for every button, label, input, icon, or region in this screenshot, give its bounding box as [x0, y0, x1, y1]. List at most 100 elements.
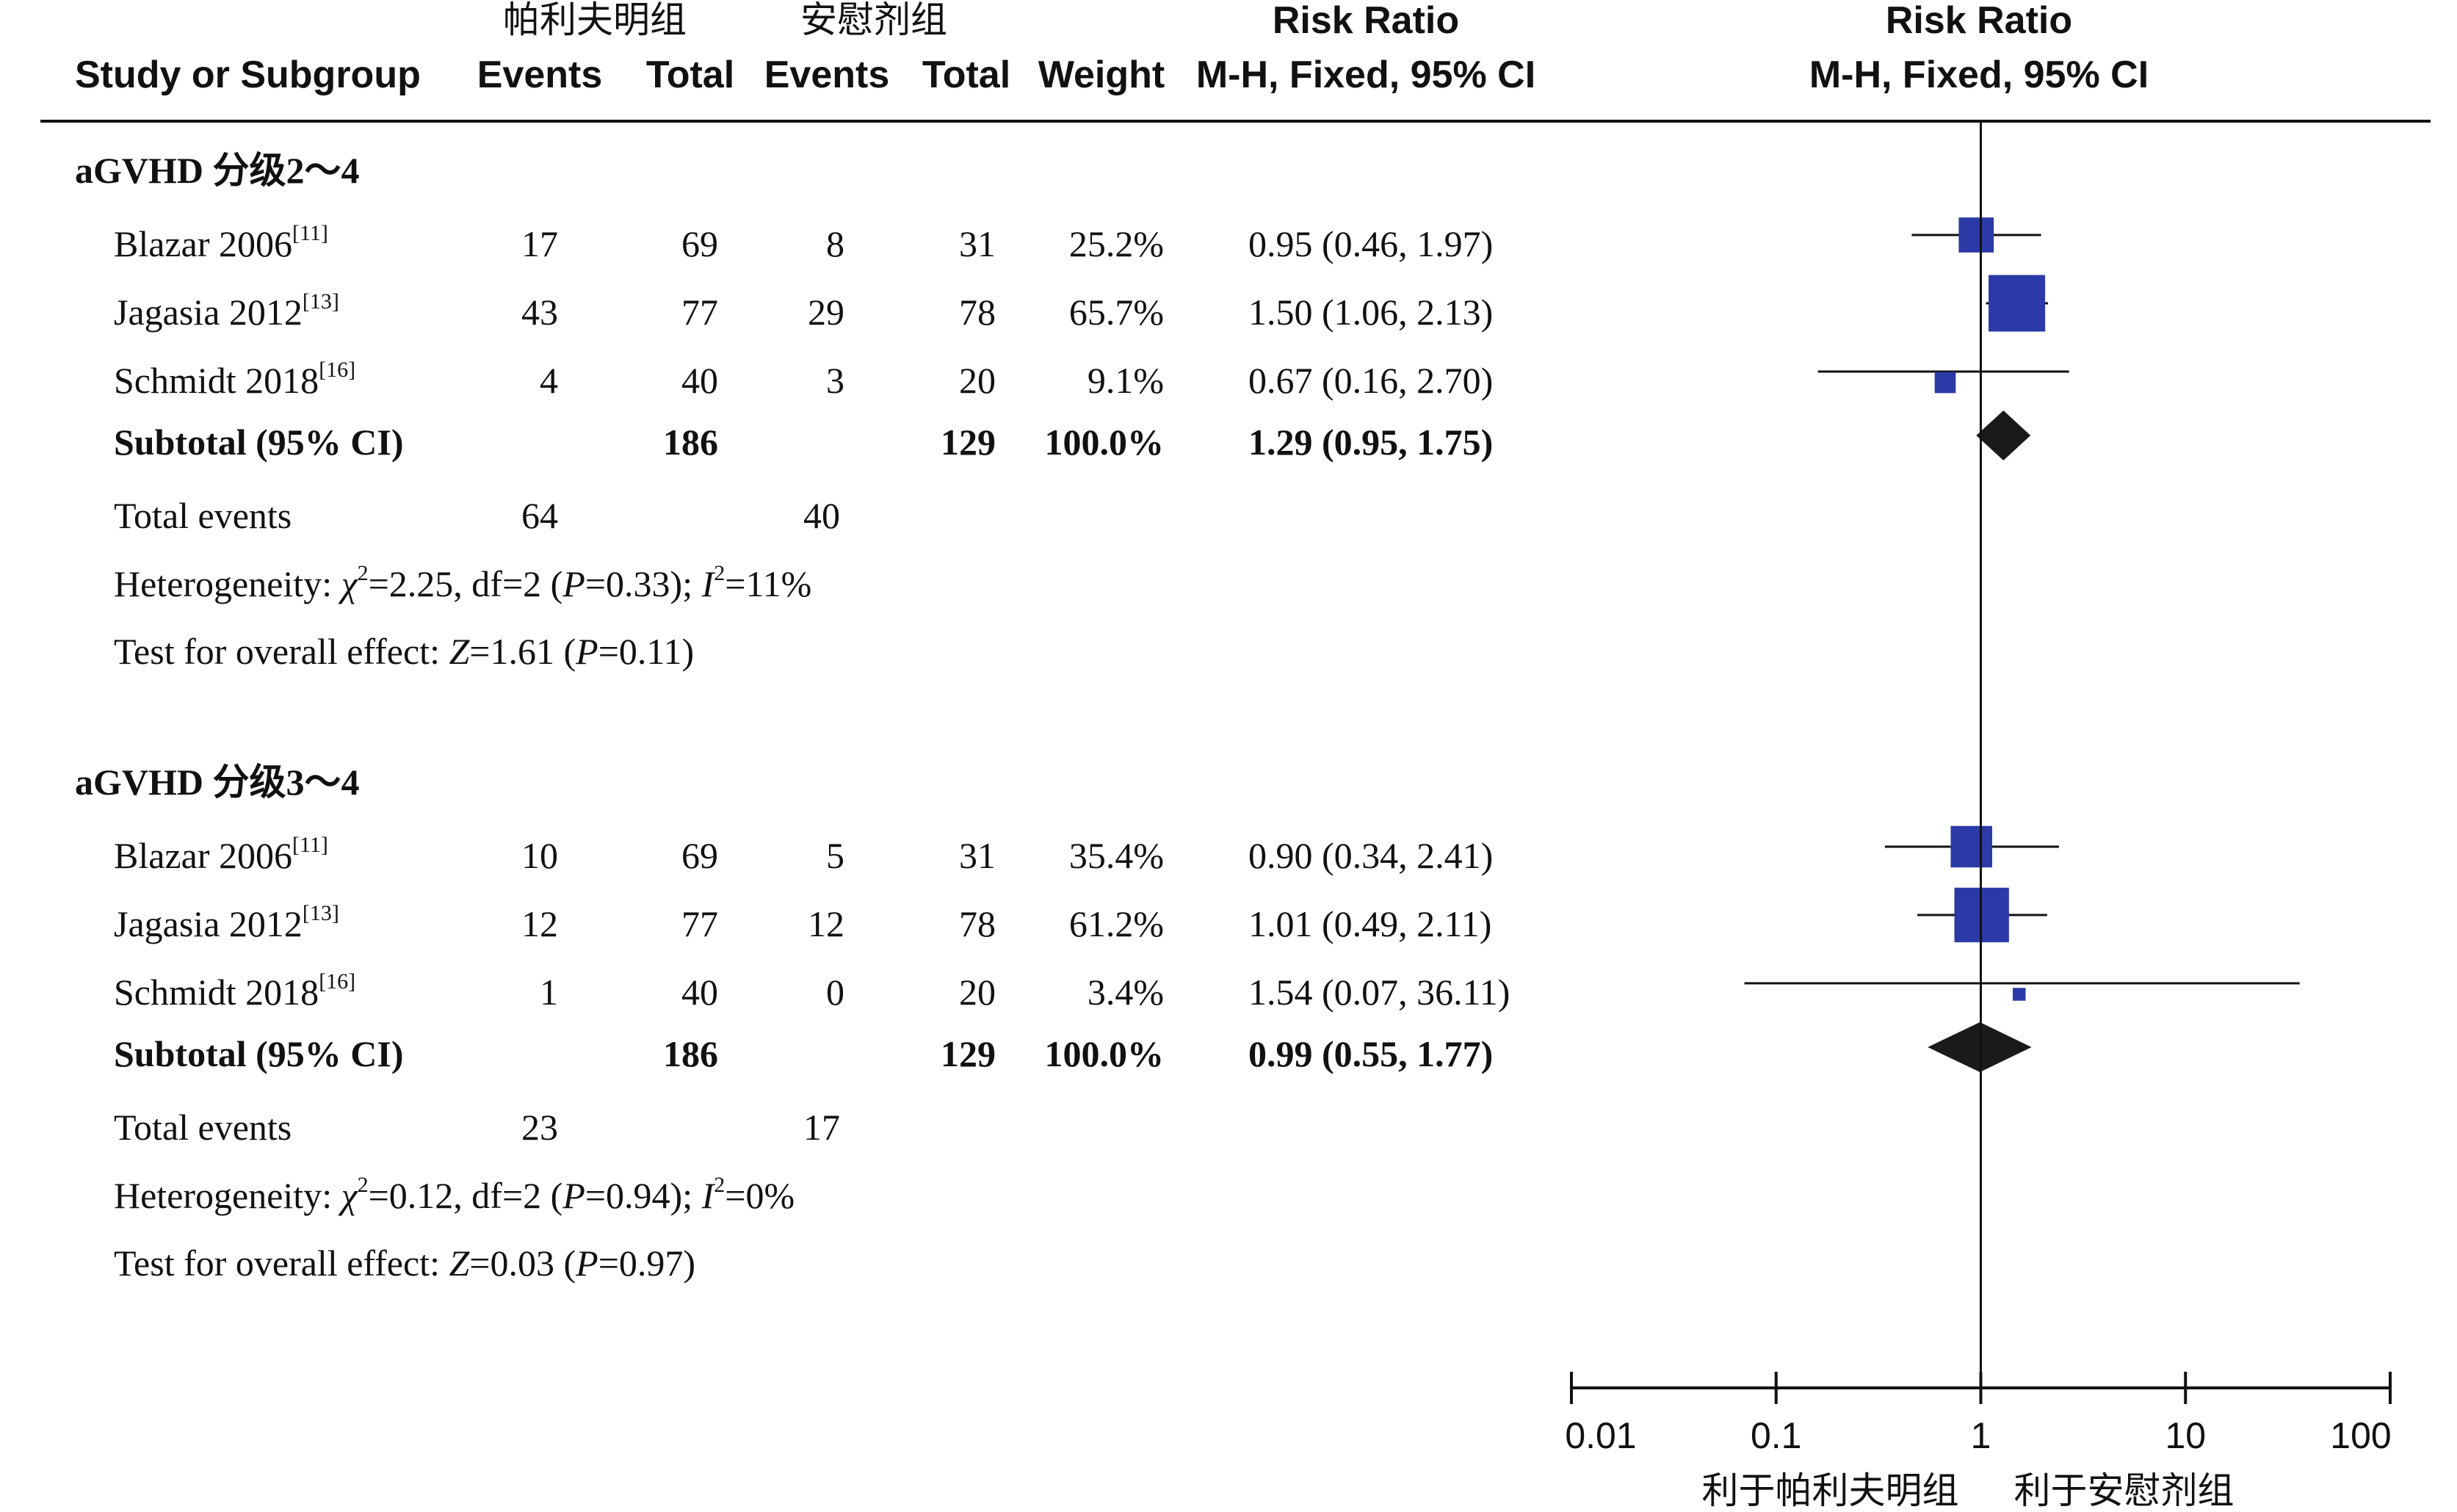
group2-header: 安慰剂组	[800, 0, 947, 41]
events2-cell: 3	[826, 360, 844, 401]
total-events1: 23	[521, 1107, 558, 1148]
p-symbol: P	[562, 563, 585, 604]
total1-cell: 69	[681, 835, 718, 876]
total2-cell: 78	[959, 903, 996, 944]
study-point-box	[2013, 988, 2026, 1001]
p-value: =0.33);	[585, 563, 702, 604]
study-name: Jagasia 2012[13]	[114, 903, 339, 944]
study-reference: [11]	[292, 221, 328, 245]
weight-cell: 61.2%	[1068, 903, 1164, 944]
x-tick-label: 1	[1970, 1415, 1991, 1456]
i-value: =0%	[725, 1175, 795, 1216]
rr-table-method: M-H, Fixed, 95% CI	[1195, 54, 1536, 96]
events1-cell: 1	[540, 972, 558, 1013]
events1-cell: 43	[521, 292, 558, 333]
study-name-text: Schmidt 2018	[114, 360, 319, 401]
p-symbol: P	[562, 1175, 585, 1216]
chi-value: =0.12, df=2 (	[368, 1175, 563, 1216]
subgroup-title: aGVHD 分级3～4	[75, 762, 360, 803]
overall-effect-line: Test for overall effect: Z=1.61 (P=0.11)	[114, 633, 694, 670]
p-value: =0.94);	[585, 1175, 702, 1216]
heterogeneity-prefix: Heterogeneity:	[114, 563, 341, 604]
study-name-text: Jagasia 2012	[114, 292, 303, 333]
study-name: Jagasia 2012[13]	[114, 291, 339, 333]
events1-cell: 4	[540, 360, 558, 401]
study-name-text: Blazar 2006	[114, 223, 292, 264]
overall-prefix: Test for overall effect:	[114, 1242, 449, 1284]
favours-left-label: 利于帕利夫明组	[1701, 1469, 1959, 1512]
x-tick-label: 0.01	[1565, 1415, 1637, 1456]
total2-header: Total	[922, 54, 1011, 96]
total-events2: 40	[803, 495, 840, 536]
events1-header: Events	[477, 54, 603, 96]
overall-effect-line: Test for overall effect: Z=0.03 (P=0.97)	[114, 1245, 695, 1281]
subtotal-total1: 186	[663, 422, 718, 463]
p-symbol: P	[576, 1242, 598, 1284]
study-reference: [11]	[292, 833, 328, 857]
study-reference: [16]	[319, 969, 356, 994]
heterogeneity-prefix: Heterogeneity:	[114, 1175, 341, 1216]
total2-cell: 31	[959, 835, 996, 876]
total1-header: Total	[645, 54, 735, 96]
total-events-label: Total events	[114, 1107, 292, 1148]
total1-cell: 40	[681, 360, 718, 401]
p-symbol: P	[576, 631, 598, 672]
study-name-text: Blazar 2006	[114, 835, 292, 876]
total2-cell: 20	[959, 972, 996, 1013]
z-value: =0.03 (	[469, 1242, 576, 1284]
heterogeneity-line: Heterogeneity: χ 2 =0.12, df=2 (P=0.94); I…	[114, 1174, 795, 1216]
z-symbol: Z	[449, 1242, 470, 1284]
subtotal-total1: 186	[663, 1033, 718, 1074]
events1-cell: 17	[521, 223, 558, 264]
i-symbol: I	[701, 563, 714, 604]
study-point-box	[1989, 275, 2046, 332]
weight-cell: 35.4%	[1068, 835, 1164, 876]
subtotal-total2: 129	[941, 1033, 996, 1074]
study-reference: [13]	[302, 289, 339, 314]
study-name: Schmidt 2018[16]	[114, 971, 355, 1011]
overall-prefix: Test for overall effect:	[114, 631, 449, 672]
total1-cell: 77	[681, 903, 718, 944]
total-events1: 64	[521, 495, 558, 536]
study-column-header: Study or Subgroup	[75, 54, 421, 96]
events2-cell: 12	[808, 903, 844, 944]
ci-cell: 0.90 (0.34, 2.41)	[1248, 835, 1494, 876]
weight-cell: 9.1%	[1087, 360, 1164, 401]
i-superscript: 2	[714, 1173, 725, 1197]
subtotal-total2: 129	[941, 422, 996, 463]
study-name-text: Jagasia 2012	[114, 903, 303, 944]
total2-cell: 20	[959, 360, 996, 401]
chi-symbol: χ	[341, 563, 358, 604]
total1-cell: 40	[681, 972, 718, 1013]
weight-cell: 65.7%	[1068, 292, 1164, 333]
heterogeneity-line: Heterogeneity: χ2=2.25, df=2 (P=0.33); I…	[114, 563, 811, 604]
favours-right-label: 利于安慰剂组	[2013, 1469, 2235, 1512]
events2-cell: 8	[826, 223, 844, 264]
i-symbol: I	[701, 1175, 714, 1216]
events2-cell: 29	[808, 292, 844, 333]
chi-symbol: χ	[341, 1175, 358, 1216]
subgroup-title: aGVHD 分级2～4	[75, 150, 360, 191]
x-tick-label: 10	[2165, 1415, 2207, 1456]
total1-cell: 77	[681, 292, 718, 333]
events2-cell: 0	[826, 972, 844, 1013]
total1-cell: 69	[681, 223, 718, 264]
z-value: =1.61 (	[469, 631, 576, 672]
rr-plot-title: Risk Ratio	[1885, 0, 2073, 42]
subtotal-ci: 0.99 (0.55, 1.77)	[1248, 1033, 1494, 1074]
subtotal-diamond	[1928, 1022, 2032, 1072]
rr-plot-method: M-H, Fixed, 95% CI	[1809, 54, 2149, 96]
i-superscript: 2	[714, 561, 725, 585]
ci-cell: 1.01 (0.49, 2.11)	[1248, 903, 1492, 944]
events2-cell: 5	[826, 835, 844, 876]
subtotal-weight: 100.0%	[1044, 422, 1165, 463]
ci-cell: 0.67 (0.16, 2.70)	[1248, 360, 1494, 401]
study-name: Blazar 2006[11]	[114, 834, 328, 876]
subtotal-diamond	[1976, 410, 2031, 460]
events1-cell: 12	[521, 903, 558, 944]
chi-superscript: 2	[357, 561, 369, 585]
x-tick-label: 0.1	[1750, 1415, 1802, 1456]
chi-value: =2.25, df=2 (	[368, 563, 563, 604]
